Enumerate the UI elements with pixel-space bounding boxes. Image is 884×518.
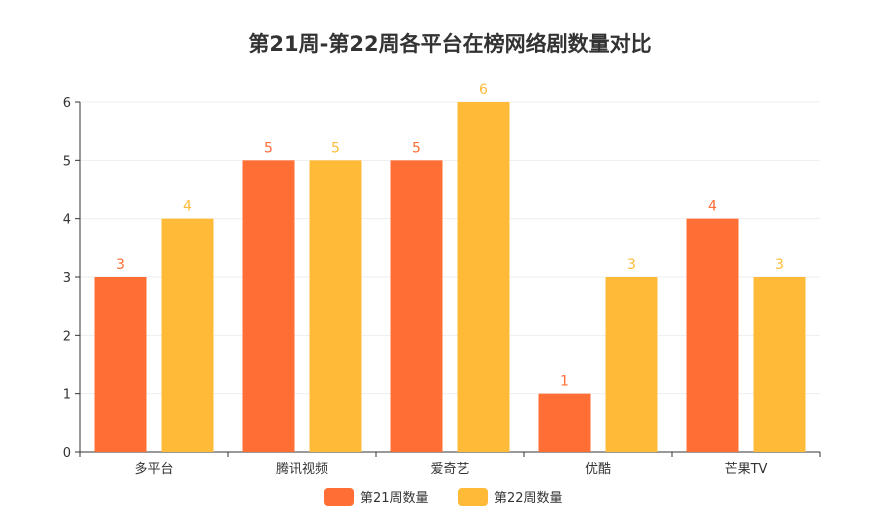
chart-title: 第21周-第22周各平台在榜网络剧数量对比 xyxy=(248,32,651,56)
data-label: 3 xyxy=(775,257,784,273)
bar xyxy=(390,160,443,453)
legend-label: 第22周数量 xyxy=(494,491,563,506)
data-label: 1 xyxy=(560,374,569,390)
legend-label: 第21周数量 xyxy=(360,491,429,506)
bar xyxy=(605,277,658,452)
bars xyxy=(94,102,806,453)
bar xyxy=(538,393,591,452)
data-label: 3 xyxy=(627,257,636,273)
bar xyxy=(161,218,214,452)
data-labels: 3 4 5 5 5 6 1 3 4 3 xyxy=(116,82,784,390)
x-tick-label: 爱奇艺 xyxy=(430,461,469,477)
x-tick-label: 腾讯视频 xyxy=(276,461,328,477)
bar xyxy=(94,277,147,452)
x-tick-label: 优酷 xyxy=(585,462,611,477)
y-tick-label: 3 xyxy=(63,271,71,286)
bar xyxy=(242,160,295,453)
x-tick-label: 芒果TV xyxy=(725,461,768,477)
data-label: 6 xyxy=(479,82,488,98)
legend-swatch xyxy=(324,488,354,506)
data-label: 5 xyxy=(331,140,340,156)
legend-swatch xyxy=(458,488,488,506)
x-tick-label: 多平台 xyxy=(134,461,173,477)
y-tick-label: 2 xyxy=(63,329,71,344)
y-tick-label: 0 xyxy=(63,446,71,461)
bar xyxy=(309,160,362,453)
bar xyxy=(457,102,510,452)
data-label: 4 xyxy=(708,199,717,215)
legend: 第21周数量 第22周数量 xyxy=(324,488,563,506)
data-label: 4 xyxy=(183,199,192,215)
data-label: 3 xyxy=(116,257,125,273)
bar xyxy=(686,218,739,452)
y-tick-label: 6 xyxy=(63,96,71,111)
data-label: 5 xyxy=(412,140,421,156)
bar xyxy=(753,277,806,452)
y-tick-label: 1 xyxy=(63,388,71,403)
data-label: 5 xyxy=(264,140,273,156)
y-tick-label: 4 xyxy=(63,213,71,228)
y-tick-label: 5 xyxy=(63,154,71,169)
